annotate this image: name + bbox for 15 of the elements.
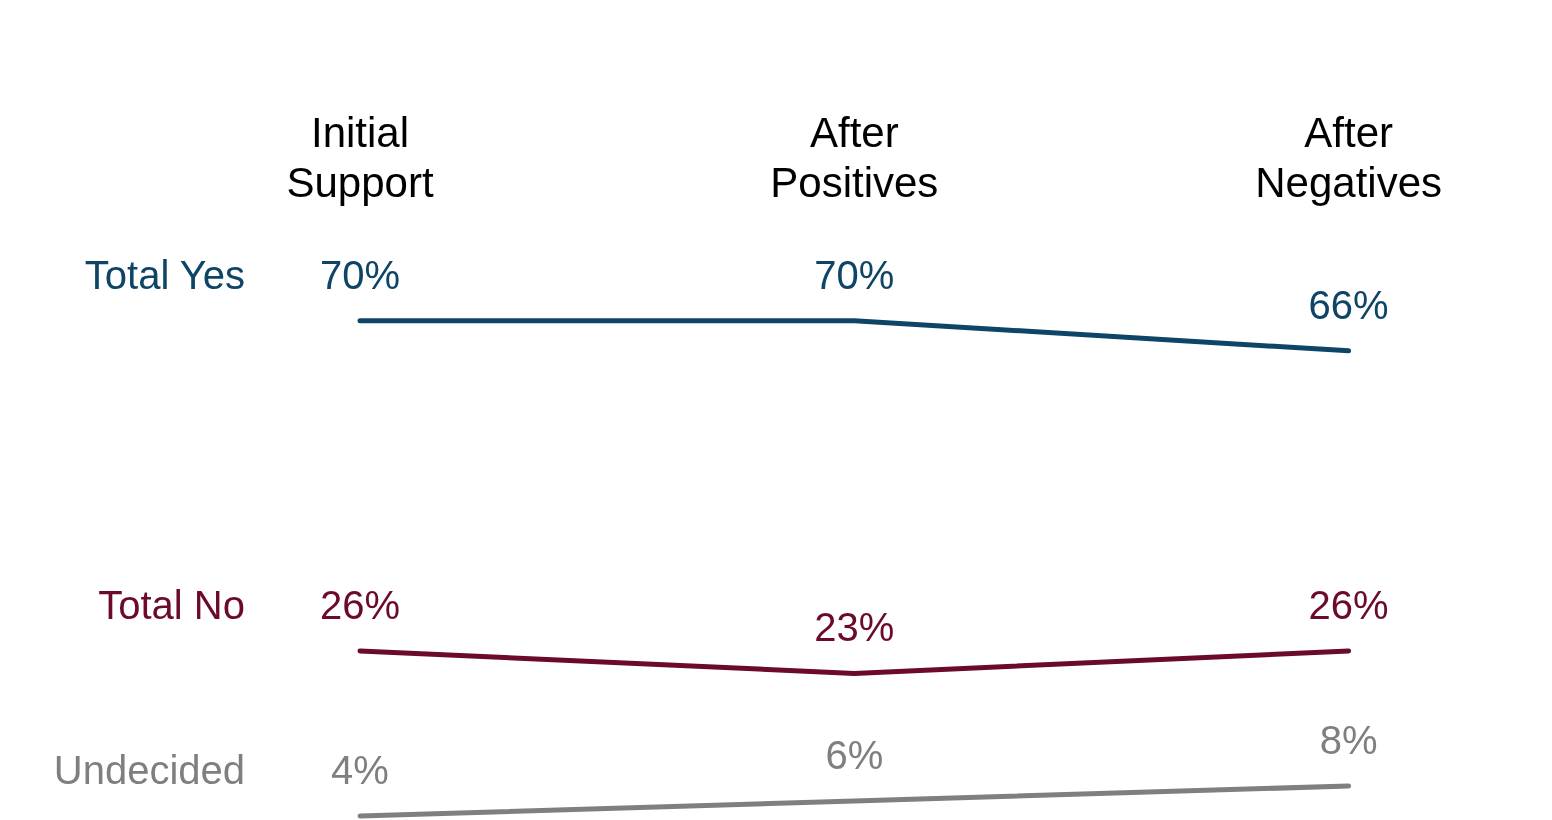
data-label: 70%: [319, 252, 401, 297]
x-tick-label: After Negatives: [1255, 108, 1442, 207]
data-label: 23%: [814, 605, 895, 650]
x-tick-label: Initial Support: [286, 108, 434, 207]
x-tick-label: After Positives: [770, 108, 939, 207]
text: Total Yes: [84, 252, 245, 297]
data-label: 26%: [1308, 582, 1389, 627]
data-label: 66%: [1308, 282, 1389, 327]
data-label: 8%: [1319, 717, 1378, 762]
data-label: 26%: [319, 582, 401, 627]
data-label: 70%: [814, 252, 895, 297]
data-label: 6%: [825, 732, 884, 777]
text: Undecided: [53, 748, 245, 792]
data-label: 4%: [331, 748, 389, 792]
text: Total No: [98, 582, 245, 627]
